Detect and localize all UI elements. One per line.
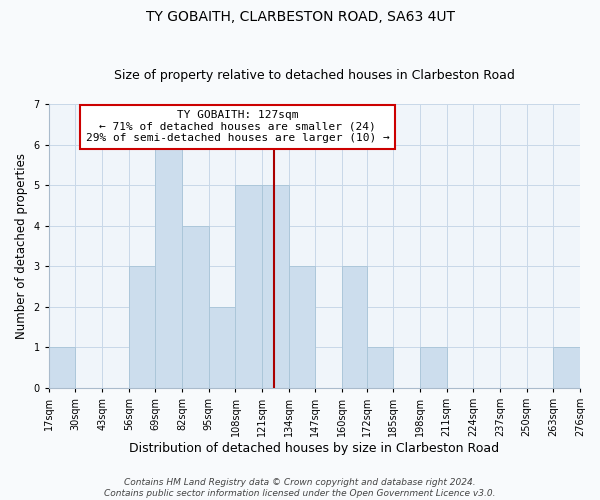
Bar — [367, 348, 394, 388]
Bar — [155, 144, 182, 388]
Bar — [235, 185, 262, 388]
Bar — [289, 266, 316, 388]
Bar — [182, 226, 209, 388]
Y-axis label: Number of detached properties: Number of detached properties — [15, 153, 28, 339]
Text: TY GOBAITH, CLARBESTON ROAD, SA63 4UT: TY GOBAITH, CLARBESTON ROAD, SA63 4UT — [146, 10, 455, 24]
Title: Size of property relative to detached houses in Clarbeston Road: Size of property relative to detached ho… — [114, 69, 515, 82]
Bar — [553, 348, 580, 388]
Text: Contains HM Land Registry data © Crown copyright and database right 2024.
Contai: Contains HM Land Registry data © Crown c… — [104, 478, 496, 498]
Bar — [262, 185, 289, 388]
Bar — [420, 348, 446, 388]
Bar — [342, 266, 367, 388]
Bar — [49, 348, 76, 388]
Bar — [209, 307, 235, 388]
Bar — [129, 266, 155, 388]
X-axis label: Distribution of detached houses by size in Clarbeston Road: Distribution of detached houses by size … — [130, 442, 499, 455]
Text: TY GOBAITH: 127sqm
← 71% of detached houses are smaller (24)
29% of semi-detache: TY GOBAITH: 127sqm ← 71% of detached hou… — [86, 110, 389, 144]
